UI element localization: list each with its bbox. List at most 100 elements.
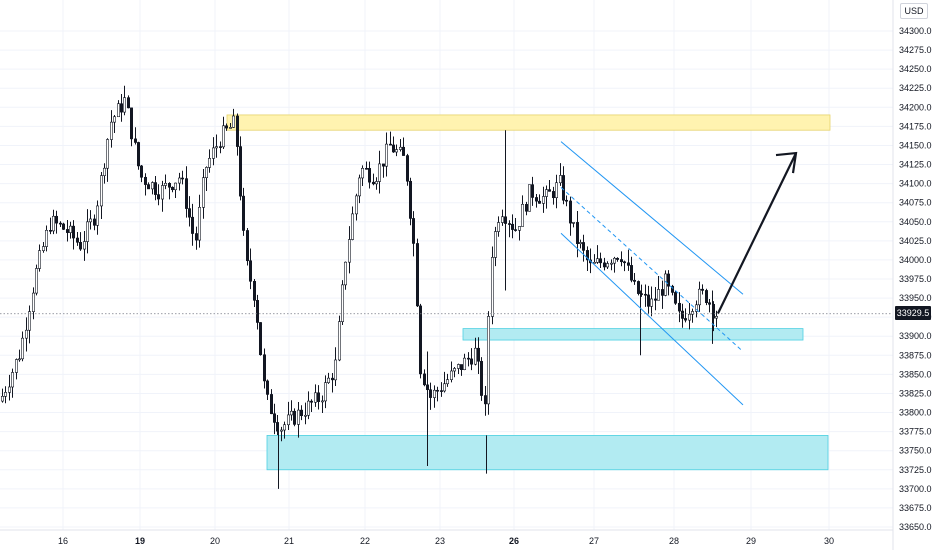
candle-body bbox=[113, 116, 117, 123]
candle-body bbox=[534, 197, 538, 202]
candle-body bbox=[89, 218, 93, 223]
candle-body bbox=[704, 290, 708, 304]
candle-body bbox=[476, 347, 480, 362]
candle-body bbox=[66, 229, 70, 233]
candle-body bbox=[367, 168, 371, 183]
candle-body bbox=[456, 364, 460, 369]
candle-body bbox=[17, 358, 21, 361]
x-tick-label: 26 bbox=[509, 536, 519, 546]
candle-body bbox=[225, 125, 229, 129]
candle-body bbox=[632, 279, 636, 282]
candle-body bbox=[394, 149, 398, 153]
y-tick-label: 34050.0 bbox=[899, 217, 932, 227]
y-tick-label: 33850.0 bbox=[899, 369, 932, 379]
candle-body bbox=[411, 218, 415, 244]
candle-body bbox=[360, 168, 364, 179]
candle-body bbox=[714, 316, 718, 319]
candle-body bbox=[157, 194, 161, 200]
time-axis[interactable]: 16 19 20 21 22 23 26 27 28 29 30 bbox=[58, 536, 834, 546]
candle-body bbox=[575, 222, 579, 244]
candle-body bbox=[44, 230, 48, 247]
candle-body bbox=[700, 288, 704, 291]
candle-body bbox=[262, 354, 266, 382]
candle-body bbox=[643, 293, 647, 296]
candle-body bbox=[309, 400, 313, 403]
candle-body bbox=[171, 186, 175, 191]
x-tick-label: 21 bbox=[284, 536, 294, 546]
candle-body bbox=[694, 304, 698, 312]
candle-body bbox=[303, 414, 307, 417]
candle-body bbox=[246, 230, 250, 262]
candle-body bbox=[117, 103, 121, 118]
y-tick-label: 33750.0 bbox=[899, 446, 932, 456]
x-tick-label: 28 bbox=[669, 536, 679, 546]
candle-body bbox=[537, 200, 541, 204]
candle-body bbox=[384, 143, 388, 167]
candle-body bbox=[286, 414, 290, 426]
drawings bbox=[0, 141, 893, 406]
candle-body bbox=[282, 424, 286, 431]
candle-body bbox=[178, 177, 182, 184]
currency-label[interactable]: USD bbox=[900, 3, 928, 19]
candle-body bbox=[598, 258, 602, 264]
candle-body bbox=[185, 178, 189, 209]
candle-body bbox=[527, 184, 531, 212]
candle-body bbox=[330, 377, 334, 381]
price-axis[interactable]: 34300.0 34275.0 34250.0 34225.0 34200.0 34175… bbox=[899, 26, 932, 532]
candle-body bbox=[554, 182, 558, 199]
candle-body bbox=[408, 180, 412, 219]
y-tick-label: 33725.0 bbox=[899, 465, 932, 475]
candle-body bbox=[239, 146, 243, 197]
channel-mid bbox=[560, 187, 744, 352]
candle-body bbox=[292, 410, 296, 425]
resistance-zone bbox=[226, 114, 831, 131]
candle-body bbox=[174, 182, 178, 191]
candle-body bbox=[388, 143, 392, 146]
candle-body bbox=[316, 392, 320, 402]
candle-body bbox=[337, 321, 341, 361]
candle-body bbox=[15, 359, 19, 373]
candle-body bbox=[622, 261, 626, 264]
x-tick-label: 22 bbox=[360, 536, 370, 546]
candle-body bbox=[459, 364, 463, 370]
candle-body bbox=[93, 218, 97, 226]
candle-body bbox=[445, 379, 449, 385]
candle-body bbox=[398, 146, 402, 150]
candle-body bbox=[269, 394, 273, 415]
candle-body bbox=[496, 222, 500, 232]
x-tick-label: 20 bbox=[210, 536, 220, 546]
candle-body bbox=[581, 242, 585, 251]
candle-body bbox=[551, 191, 555, 199]
candle-body bbox=[615, 257, 619, 260]
candle-body bbox=[306, 400, 310, 416]
candle-body bbox=[524, 204, 528, 212]
candle-body bbox=[605, 263, 609, 268]
candle-body bbox=[666, 273, 670, 287]
candle-body bbox=[428, 389, 432, 398]
candle-body bbox=[326, 377, 330, 383]
candle-body bbox=[418, 305, 422, 375]
candle-body bbox=[517, 226, 521, 231]
projection-arrow bbox=[717, 152, 797, 314]
candle-body bbox=[83, 241, 87, 250]
candle-body bbox=[452, 368, 456, 372]
candle-body bbox=[442, 383, 446, 392]
candle-body bbox=[571, 222, 575, 224]
candle-body bbox=[34, 268, 38, 294]
candle-body bbox=[636, 281, 640, 294]
candle-body bbox=[27, 311, 31, 331]
candle-body bbox=[299, 409, 303, 417]
candle-body bbox=[578, 242, 582, 244]
candle-body bbox=[558, 175, 562, 184]
candle-body bbox=[561, 175, 565, 201]
candle-body bbox=[208, 158, 212, 168]
last-price-tag: 33929.5 bbox=[895, 306, 931, 320]
candle-body bbox=[510, 223, 514, 230]
candle-body bbox=[242, 195, 246, 231]
candle-body bbox=[585, 250, 589, 261]
candle-body bbox=[483, 395, 487, 405]
y-tick-label: 33825.0 bbox=[899, 388, 932, 398]
candle-body bbox=[79, 242, 83, 250]
candle-body bbox=[381, 163, 385, 167]
